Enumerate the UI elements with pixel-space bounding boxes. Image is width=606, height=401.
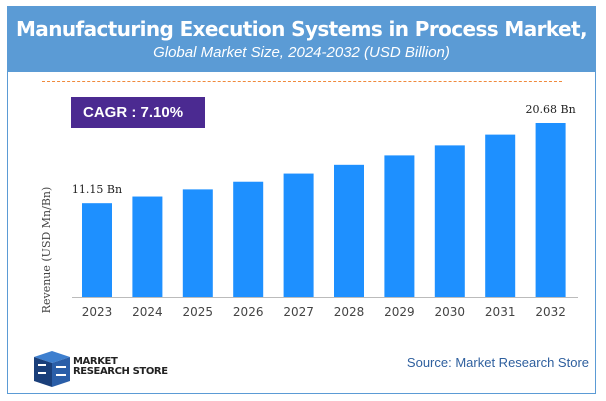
x-tick-label: 2025: [183, 305, 214, 319]
bar-2024: [132, 196, 163, 297]
bar-2023: [82, 203, 112, 297]
x-tick-label: 2023: [82, 305, 113, 319]
chart-header: Manufacturing Execution Systems in Proce…: [8, 7, 595, 72]
logo-line1: MARKET: [73, 356, 118, 367]
bar-2028: [334, 164, 364, 297]
bar-2029: [384, 155, 415, 297]
cagr-badge: CAGR : 7.10%: [71, 97, 205, 128]
chart-title: Manufacturing Execution Systems in Proce…: [16, 17, 588, 41]
x-tick-label: 2031: [485, 305, 516, 319]
x-tick-label: 2028: [334, 305, 365, 319]
market-research-store-logo: [34, 351, 70, 387]
x-tick-label: 2024: [132, 305, 163, 319]
bar-2030: [434, 145, 465, 297]
x-tick-label: 2027: [283, 305, 314, 319]
chart-frame: [7, 6, 596, 394]
data-label: 11.15 Bn: [72, 183, 122, 196]
y-axis-label: Revenue (USD Mn/Bn): [40, 187, 53, 314]
bar-2027: [283, 173, 314, 297]
data-label: 20.68 Bn: [526, 103, 576, 116]
bar-2031: [485, 134, 516, 297]
source-text: Source: Market Research Store: [406, 355, 589, 370]
bar-2032: [535, 123, 566, 297]
x-tick-label: 2026: [233, 305, 264, 319]
logo-line2: RESEARCH STORE: [73, 366, 168, 377]
bar-2026: [233, 181, 264, 297]
chart-subtitle: Global Market Size, 2024-2032 (USD Billi…: [153, 44, 450, 61]
x-tick-label: 2030: [435, 305, 466, 319]
bar-2025: [182, 189, 213, 297]
divider: [42, 81, 562, 82]
x-tick-label: 2029: [384, 305, 415, 319]
x-tick-label: 2032: [535, 305, 566, 319]
logo-text: MARKET RESEARCH STORE: [73, 357, 168, 377]
